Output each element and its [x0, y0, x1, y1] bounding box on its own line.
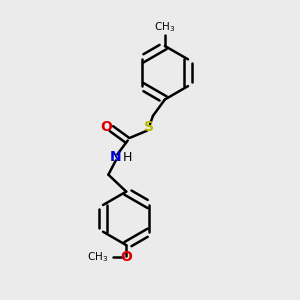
Text: O: O: [100, 120, 112, 134]
Text: S: S: [143, 120, 154, 134]
Text: CH$_3$: CH$_3$: [154, 20, 176, 34]
Text: O: O: [120, 250, 132, 264]
Text: N: N: [110, 150, 122, 164]
Text: CH$_3$: CH$_3$: [87, 250, 108, 264]
Text: H: H: [122, 151, 132, 164]
